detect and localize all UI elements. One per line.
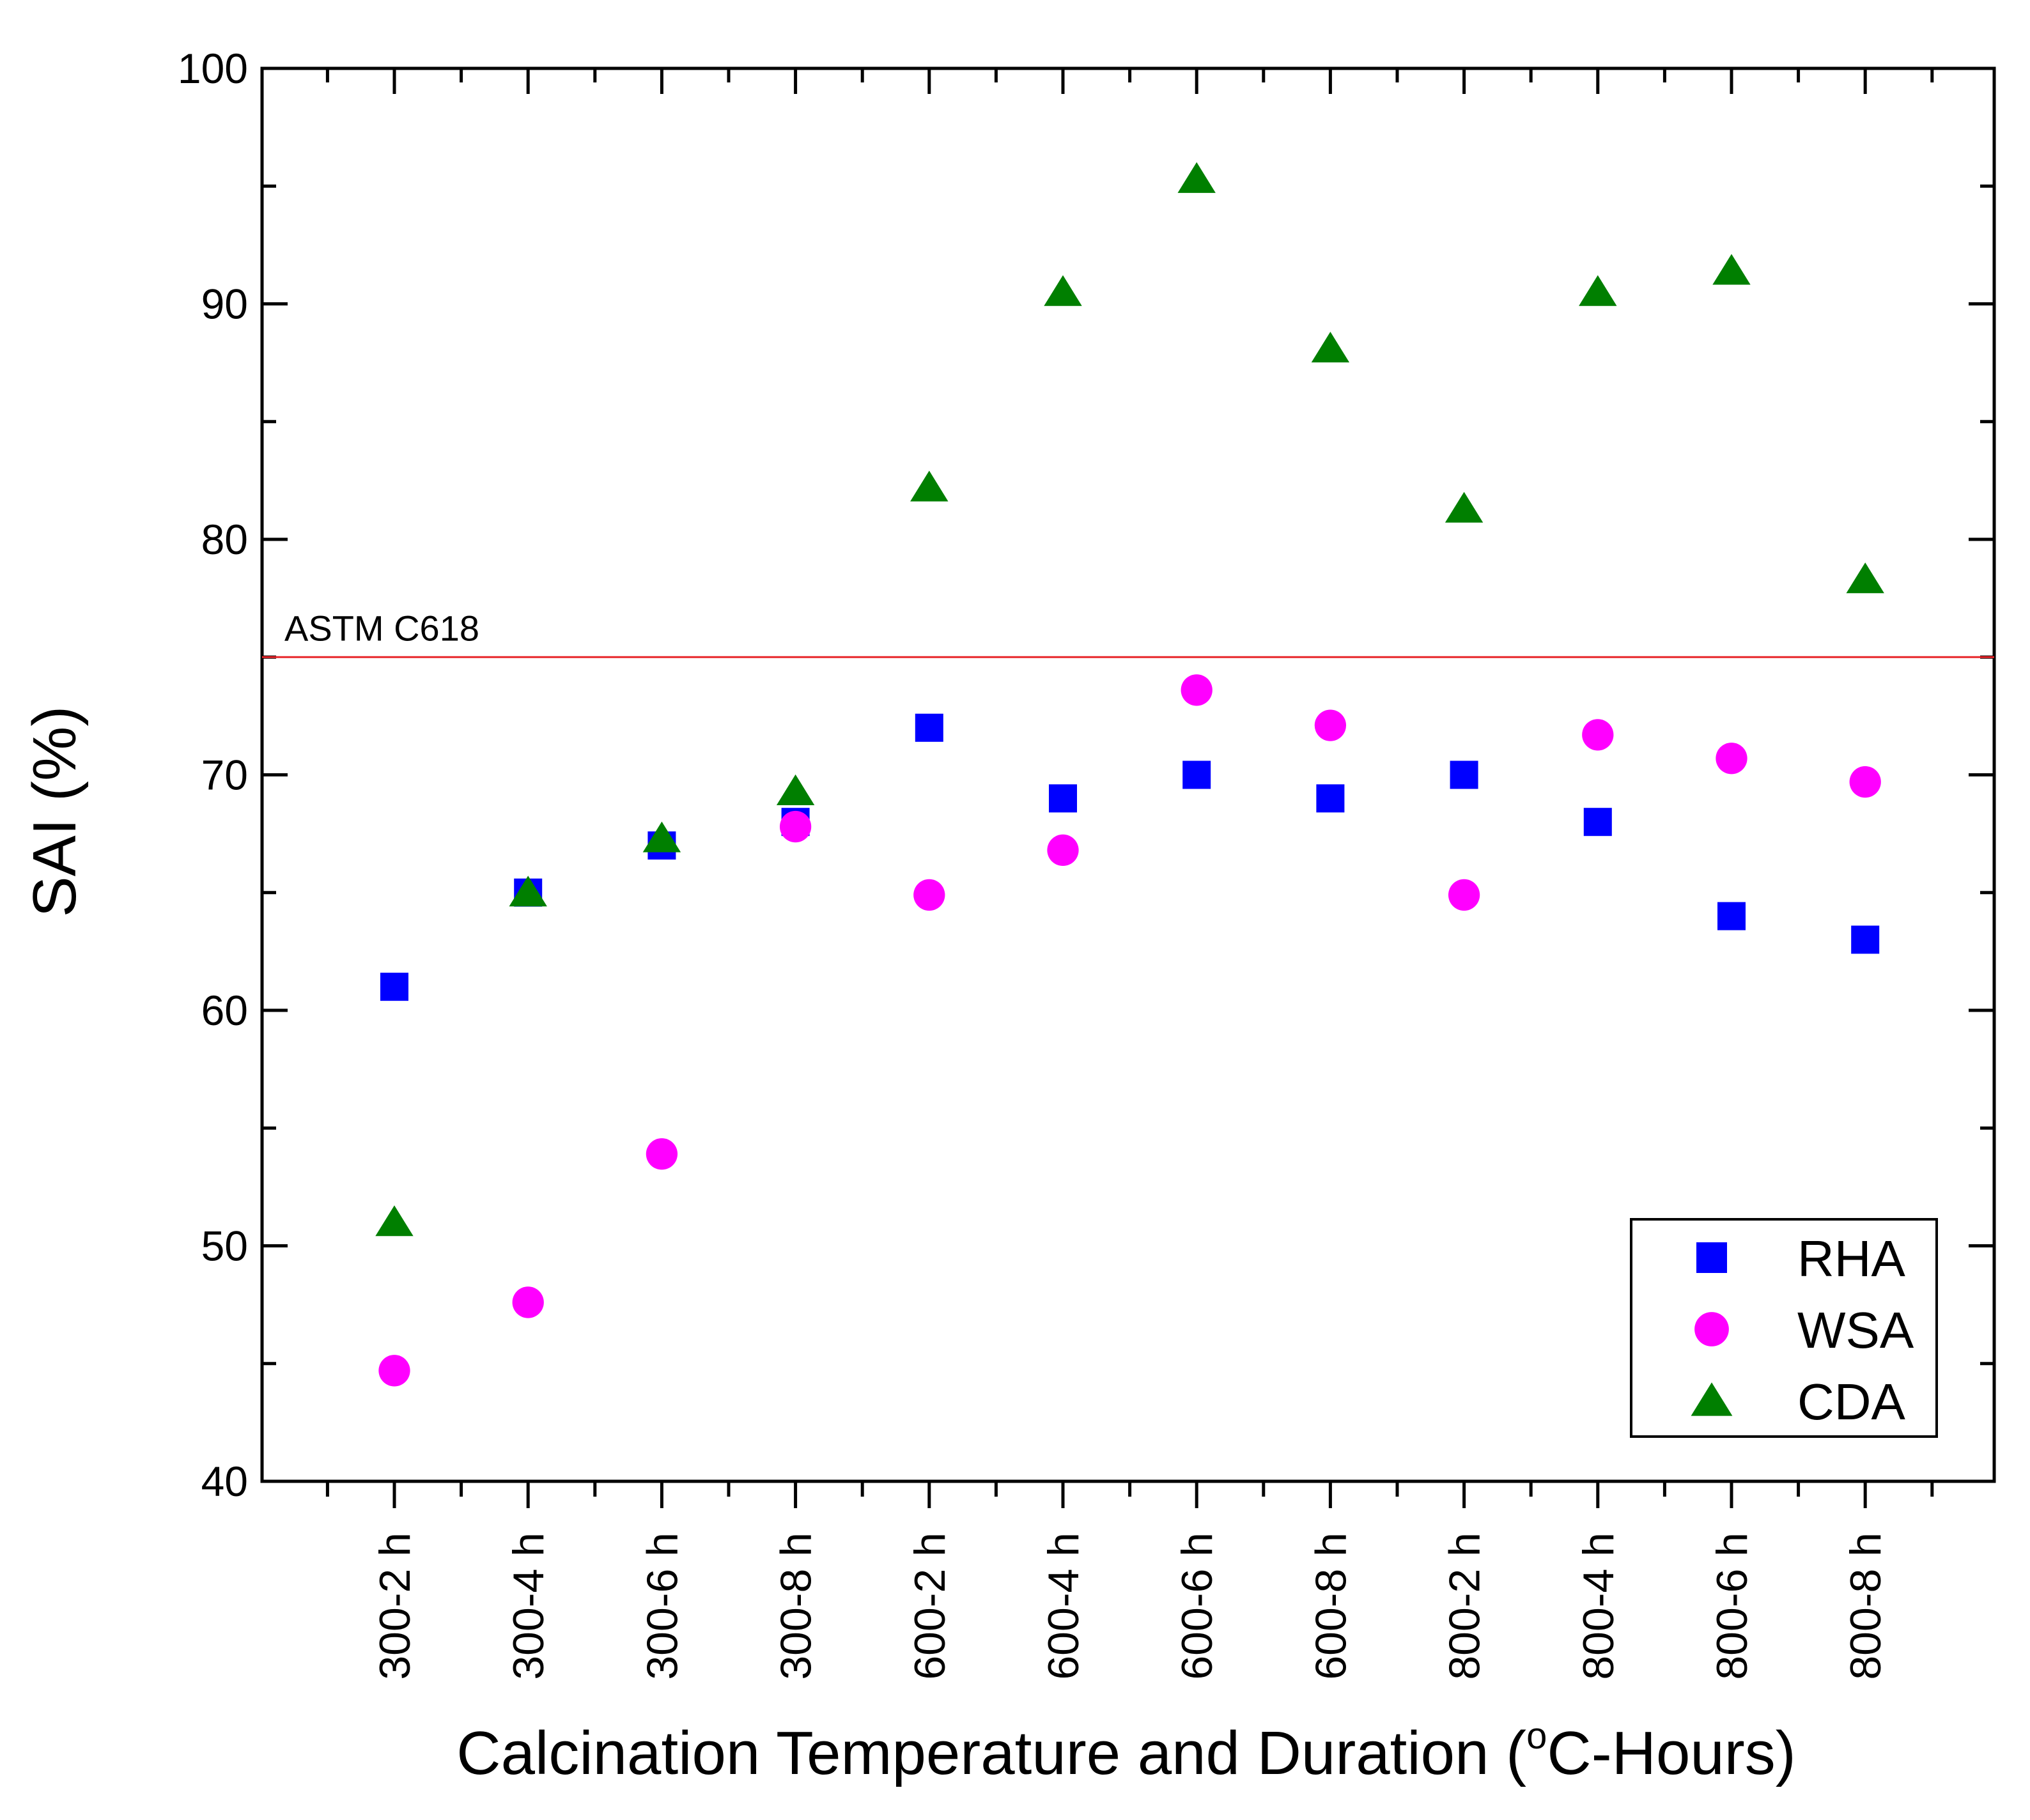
cda-point	[776, 774, 815, 805]
x-axis-title-end: C-Hours)	[1547, 1719, 1795, 1787]
rha-point	[1851, 925, 1880, 954]
legend-label-wsa: WSA	[1797, 1302, 1914, 1359]
wsa-point	[646, 1138, 678, 1170]
rha-point	[1182, 760, 1211, 789]
x-tick-label: 600-2 h	[906, 1532, 954, 1680]
wsa-point	[779, 810, 812, 843]
reference-line-label: ASTM C618	[284, 608, 479, 648]
cda-point	[1044, 275, 1082, 306]
legend-marker-cda	[1691, 1382, 1733, 1416]
axes: 40 50 60 70 80 90 100 300-2 h 300-4 h 300-6 h 300-…	[178, 45, 1996, 1680]
legend-marker-rha	[1696, 1242, 1727, 1273]
cda-point	[375, 1205, 414, 1237]
legend-label-rha: RHA	[1797, 1230, 1906, 1287]
reference-line-group: ASTM C618	[262, 608, 1994, 658]
rha-point	[1316, 784, 1345, 813]
wsa-point	[913, 879, 945, 911]
x-tick-label: 800-8 h	[1841, 1532, 1890, 1680]
x-tick-label: 300-6 h	[638, 1532, 686, 1680]
x-tick-label: 300-2 h	[371, 1532, 419, 1680]
wsa-point	[512, 1286, 544, 1318]
x-tick-label: 800-4 h	[1574, 1532, 1623, 1680]
wsa-point	[1849, 766, 1881, 798]
y-tick-label: 70	[201, 752, 248, 799]
x-tick-label: 300-8 h	[772, 1532, 821, 1680]
wsa-point	[1582, 719, 1614, 751]
data-points	[375, 162, 1884, 1387]
rha-point	[380, 973, 408, 1001]
x-tick-label: 800-2 h	[1441, 1532, 1489, 1680]
cda-point	[1846, 562, 1884, 594]
x-tick-label: 600-4 h	[1039, 1532, 1088, 1680]
y-tick-label: 50	[201, 1222, 248, 1270]
y-tick-label: 100	[178, 45, 248, 92]
cda-point	[1712, 254, 1751, 285]
x-tick-label: 300-4 h	[504, 1532, 553, 1680]
y-tick-label: 60	[201, 987, 248, 1034]
wsa-point	[1448, 879, 1480, 911]
legend-box	[1630, 1218, 1938, 1438]
x-tick-label: 600-8 h	[1306, 1532, 1355, 1680]
wsa-point	[378, 1355, 410, 1387]
cda-point	[910, 470, 949, 502]
rha-point	[1049, 784, 1077, 813]
rha-point	[1717, 902, 1746, 930]
y-tick-label: 40	[201, 1458, 248, 1505]
x-axis-title-main: Calcination Temperature and Duration (	[456, 1719, 1526, 1787]
y-tick-label: 80	[201, 516, 248, 563]
wsa-point	[1181, 674, 1213, 706]
y-axis-title: SAI (%)	[20, 706, 89, 918]
wsa-point	[1716, 743, 1747, 775]
cda-point	[1311, 332, 1350, 363]
y-tick-label: 90	[201, 281, 248, 328]
rha-point	[915, 713, 943, 742]
cda-point	[1177, 162, 1216, 193]
legend: RHA WSA CDA	[1630, 1218, 1938, 1438]
x-tick-label: 800-6 h	[1708, 1532, 1756, 1680]
x-axis-title-degree: o	[1526, 1715, 1547, 1757]
x-tick-label: 600-6 h	[1173, 1532, 1221, 1680]
legend-marker-wsa	[1694, 1312, 1729, 1346]
cda-point	[642, 821, 681, 852]
legend-label-cda: CDA	[1797, 1373, 1906, 1430]
cda-point	[1445, 491, 1484, 523]
cda-point	[1579, 275, 1617, 306]
rha-point	[1450, 760, 1478, 789]
cda-point	[509, 875, 547, 907]
rha-point	[1583, 808, 1612, 837]
wsa-point	[1314, 709, 1347, 741]
wsa-point	[1047, 834, 1079, 867]
x-axis-title: Calcination Temperature and Duration (oC…	[456, 1715, 1795, 1787]
